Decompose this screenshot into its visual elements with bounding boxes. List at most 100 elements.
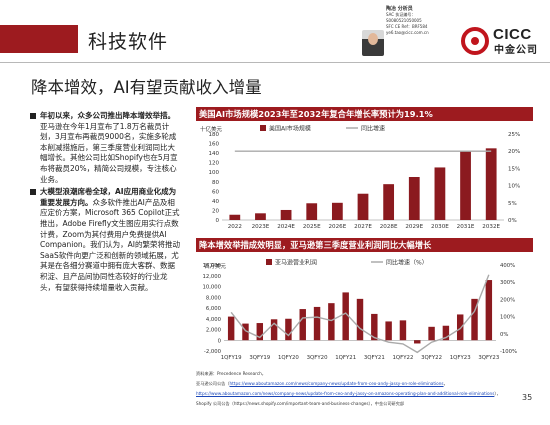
- y-tick-label: 140: [209, 151, 220, 157]
- cicc-logo-icon: [461, 27, 489, 55]
- x-tick-label: 3QFY23: [478, 355, 499, 361]
- bar: [442, 325, 450, 341]
- y-tick-label: 160: [209, 142, 220, 148]
- legend-label: 同比增速（%）: [386, 259, 428, 267]
- bar: [371, 313, 378, 341]
- y-tick-label: 80: [212, 180, 219, 186]
- bullet-square-icon: [30, 189, 36, 196]
- source-line: https://www.aboutamazon.com/news/company…: [196, 389, 541, 399]
- bar: [428, 326, 435, 341]
- x-tick-label: 2030E: [431, 224, 449, 230]
- page-subtitle: 降本增效，AI有望贡献收入增量: [31, 78, 262, 97]
- y2-tick-label: 20%: [508, 149, 520, 155]
- y2-tick-label: 0%: [508, 218, 517, 224]
- analyst-sfc: SFC CE Ref：BRF584: [386, 24, 428, 29]
- y2-tick-label: 0%: [500, 332, 508, 338]
- y-tick-label: 0: [216, 218, 220, 224]
- y-tick-label: 20: [212, 208, 219, 214]
- source-text: 亚马逊公司公告（: [196, 381, 230, 386]
- y2-tick-label: 100%: [500, 315, 515, 321]
- y-tick-label: 60: [212, 189, 219, 195]
- bar: [434, 167, 446, 220]
- source-text: ，: [443, 381, 448, 386]
- bullet-heading: 大模型浪潮席卷全球，AI应用商业化成为重要发展方向。: [40, 187, 177, 207]
- bullet-cost-cutting: 年初以来，众多公司推出降本增效举措。亚马逊在今年1月宣布了1.8万名裁员计划，3…: [30, 111, 180, 185]
- source-line: 亚马逊公司公告（https://www.aboutamazon.com/news…: [196, 379, 541, 389]
- x-tick-label: 2027E: [354, 224, 372, 230]
- bar: [456, 314, 464, 341]
- x-tick-label: 2023E: [252, 224, 270, 230]
- source-link[interactable]: https://www.aboutamazon.com/news/company…: [229, 381, 444, 386]
- bar: [460, 151, 471, 220]
- bar: [242, 323, 249, 341]
- x-tick-label: 3QFY22: [421, 355, 442, 361]
- x-tick-label: 1QFY19: [221, 355, 242, 361]
- growth-line: [230, 274, 490, 354]
- analyst-info: 陶冶 分析员 SAC 执证编号：S0080521050005 SFC CE Re…: [386, 6, 440, 36]
- y-axis-unit: 十亿美元: [200, 125, 223, 133]
- bar: [285, 318, 292, 341]
- bar: [414, 340, 421, 344]
- y-tick-label: 40: [212, 199, 219, 205]
- header-divider: [0, 62, 550, 63]
- header-accent-bar: [0, 25, 78, 53]
- y-tick-label: 0: [218, 338, 222, 344]
- bar: [313, 306, 321, 341]
- bar: [485, 148, 497, 220]
- bullet-heading: 年初以来，众多公司推出降本增效举措。: [40, 111, 175, 120]
- logo-english: CICC: [493, 26, 532, 43]
- logo-chinese: 中金公司: [494, 45, 538, 56]
- source-link[interactable]: https://www.aboutamazon.com/news/company…: [196, 391, 495, 396]
- bar: [227, 316, 235, 341]
- y-tick-label: 2,000: [206, 328, 222, 334]
- y-tick-label: 12,000: [202, 274, 221, 280]
- analyst-name: 陶冶 分析员: [386, 6, 413, 12]
- x-tick-label: 3QFY21: [364, 355, 385, 361]
- bullet-ai-commercialization: 大模型浪潮席卷全球，AI应用商业化成为重要发展方向。众多软件推出AI产品及相应定…: [30, 187, 180, 293]
- y-tick-label: 8,000: [206, 295, 222, 301]
- bullet-body: 亚马逊在今年1月宣布了1.8万名裁员计划，3月宣布再裁员9000名，实施多轮成本…: [40, 121, 178, 184]
- x-tick-label: 2025E: [303, 224, 321, 230]
- legend-bar-swatch: [266, 259, 272, 265]
- chart1-title: 美国AI市场规模2023年至2032年复合年增长率预计为19.1%: [196, 107, 533, 121]
- bar: [471, 298, 478, 341]
- x-tick-label: 1QFY20: [278, 355, 299, 361]
- bar: [399, 320, 407, 341]
- y-tick-label: 100: [209, 170, 220, 176]
- y2-tick-label: 5%: [508, 201, 517, 207]
- y-tick-label: -2,000: [204, 349, 222, 355]
- x-tick-label: 3QFY19: [249, 355, 270, 361]
- chart2-title: 降本增效举措成效明显，亚马逊第三季度营业利润同比大幅增长: [196, 238, 533, 252]
- legend-bar-swatch: [260, 125, 266, 131]
- source-text: ），: [494, 391, 501, 396]
- y2-tick-label: 200%: [500, 297, 515, 303]
- bullet-body: 众多软件推出AI产品及相应定价方案，Microsoft 365 Copilot正…: [40, 197, 181, 292]
- bar: [485, 280, 493, 341]
- legend-label: 同比增速: [361, 125, 385, 133]
- bullet-square-icon: [30, 113, 36, 119]
- bar: [306, 203, 318, 220]
- bar: [383, 184, 395, 220]
- analyst-email: ye6.tao@cicc.com.cn: [386, 30, 429, 35]
- x-tick-label: 2029E: [405, 224, 423, 230]
- x-tick-label: 2031E: [457, 224, 475, 230]
- bar: [385, 321, 392, 341]
- y-tick-label: 180: [209, 132, 220, 138]
- x-tick-label: 2032E: [482, 224, 500, 230]
- x-tick-label: 2024E: [277, 224, 295, 230]
- bar: [328, 303, 335, 341]
- bar: [342, 292, 349, 341]
- bar: [255, 213, 266, 220]
- x-tick-label: 2022: [228, 224, 242, 230]
- bar: [280, 209, 292, 220]
- source-line: 资料来源：Precedence Research，: [196, 371, 266, 376]
- page-number: 35: [522, 393, 533, 402]
- bar: [331, 202, 343, 220]
- bar: [256, 323, 264, 341]
- source-line: Shopify 公司公告（https://news.shopify.com/im…: [196, 401, 405, 406]
- x-tick-label: 1QFY23: [450, 355, 471, 361]
- y2-tick-label: 25%: [508, 132, 520, 138]
- bar: [299, 309, 306, 341]
- analyst-sac: SAC 执证编号：S0080521050005: [386, 12, 422, 23]
- y-tick-label: 14,000: [202, 263, 221, 269]
